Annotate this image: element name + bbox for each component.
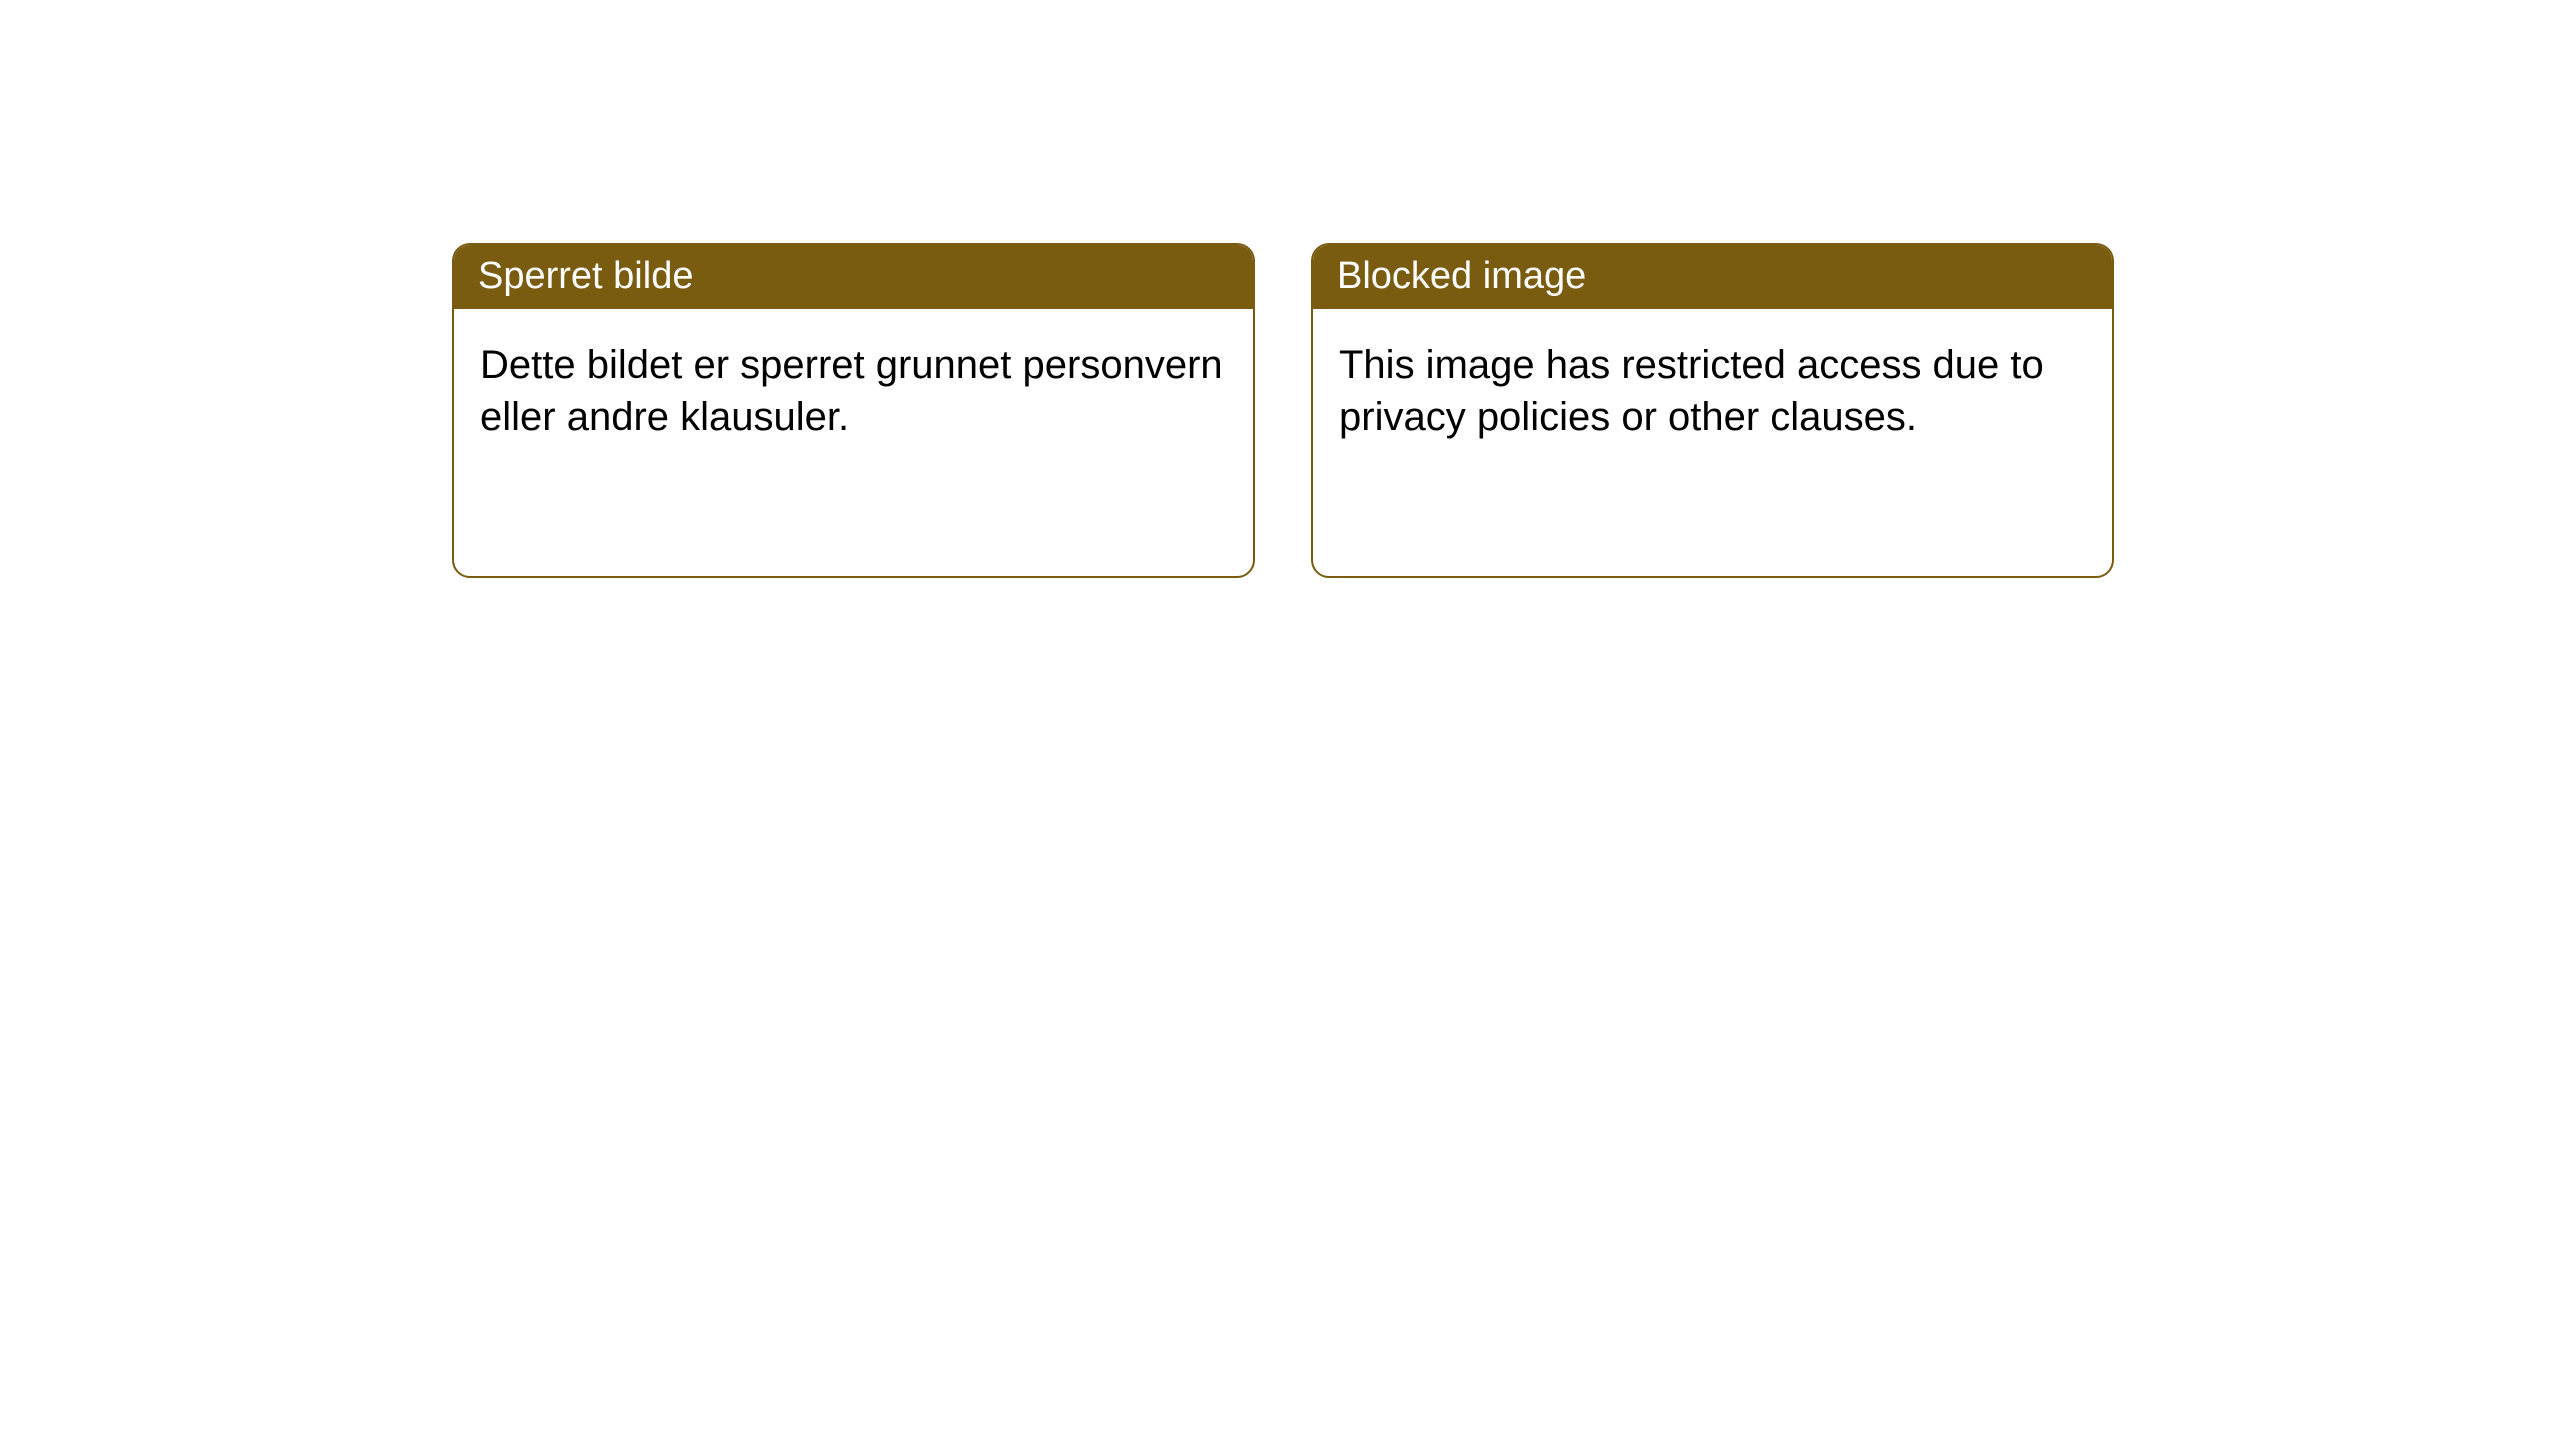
notice-card-body: Dette bildet er sperret grunnet personve… — [454, 309, 1253, 473]
notice-card-body: This image has restricted access due to … — [1313, 309, 2112, 473]
notice-card-norwegian: Sperret bilde Dette bildet er sperret gr… — [452, 243, 1255, 578]
notice-container: Sperret bilde Dette bildet er sperret gr… — [452, 243, 2114, 578]
notice-card-title: Sperret bilde — [454, 245, 1253, 309]
notice-card-title: Blocked image — [1313, 245, 2112, 309]
notice-card-english: Blocked image This image has restricted … — [1311, 243, 2114, 578]
